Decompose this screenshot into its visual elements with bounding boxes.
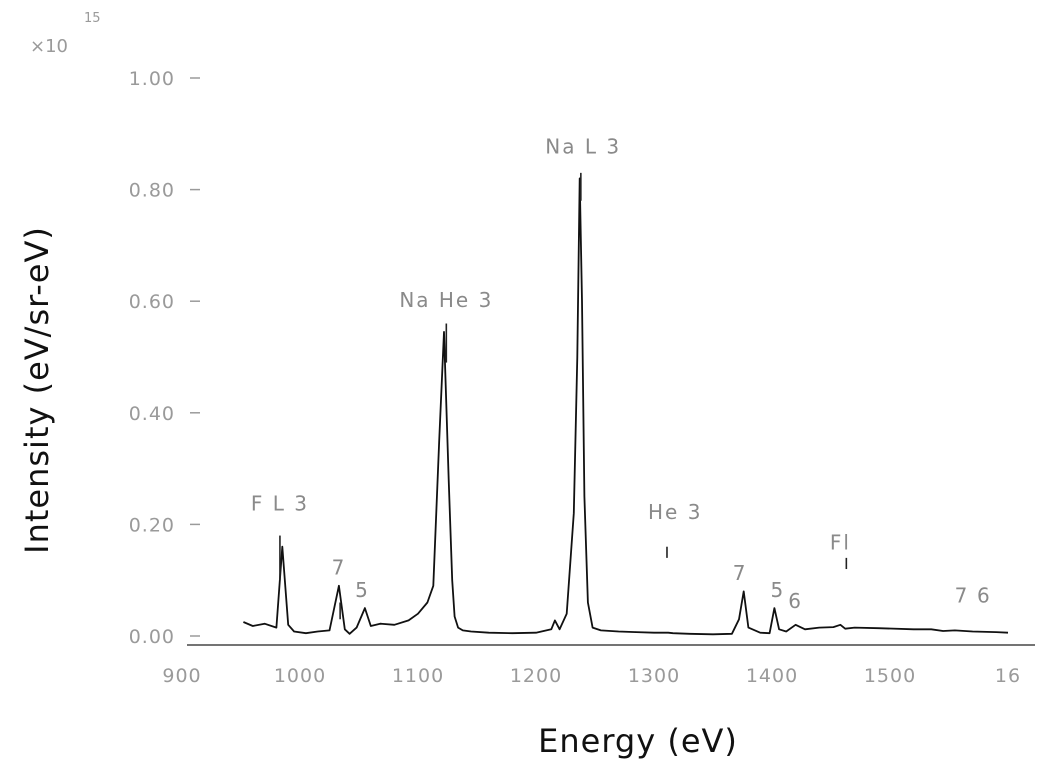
y-tick-label: 1.00 bbox=[129, 68, 175, 90]
peak-label: 7 bbox=[733, 561, 748, 585]
peak-label: He 3 bbox=[648, 500, 702, 524]
x-tick-label: 1400 bbox=[746, 665, 798, 687]
spectrum-line bbox=[243, 177, 1009, 636]
peak-label: Fl bbox=[830, 531, 851, 555]
x-tick-label: 16 bbox=[995, 665, 1021, 687]
y-axis: 0.00 0.20 0.40 0.60 0.80 1.00 bbox=[129, 68, 200, 648]
peak-label: Na L 3 bbox=[545, 134, 621, 158]
x-tick-label: 1000 bbox=[274, 665, 326, 687]
peak-label: 6 bbox=[977, 584, 992, 608]
y-axis-title: Intensity (eV/sr-eV) bbox=[18, 226, 56, 554]
multiplier-exponent: 15 bbox=[84, 11, 101, 26]
x-tick-label: 1500 bbox=[864, 665, 916, 687]
y-tick-label: 0.20 bbox=[129, 514, 175, 536]
peak-label: 7 bbox=[955, 584, 970, 608]
x-axis: 900 1000 1100 1200 1300 1400 1500 16 bbox=[162, 665, 1021, 687]
y-tick-label: 0.00 bbox=[129, 626, 175, 648]
peak-label: 5 bbox=[355, 578, 370, 602]
y-tick-label: 0.60 bbox=[129, 291, 175, 313]
peak-label: 7 bbox=[332, 556, 347, 580]
multiplier-base: ×10 bbox=[30, 36, 68, 57]
y-tick-label: 0.80 bbox=[129, 180, 175, 202]
y-tick-label: 0.40 bbox=[129, 403, 175, 425]
x-tick-label: 900 bbox=[162, 665, 201, 687]
peak-markers bbox=[279, 172, 848, 620]
peak-label: F L 3 bbox=[251, 491, 309, 515]
multiplier-label: ×10 15 bbox=[30, 11, 101, 57]
peak-label: 6 bbox=[788, 589, 803, 613]
peak-label: Na He 3 bbox=[399, 288, 493, 312]
x-tick-label: 1200 bbox=[510, 665, 562, 687]
peak-label: 5 bbox=[771, 578, 786, 602]
x-tick-label: 1100 bbox=[392, 665, 444, 687]
x-tick-label: 1300 bbox=[628, 665, 680, 687]
x-axis-title: Energy (eV) bbox=[538, 722, 738, 760]
series-group bbox=[243, 177, 1009, 636]
